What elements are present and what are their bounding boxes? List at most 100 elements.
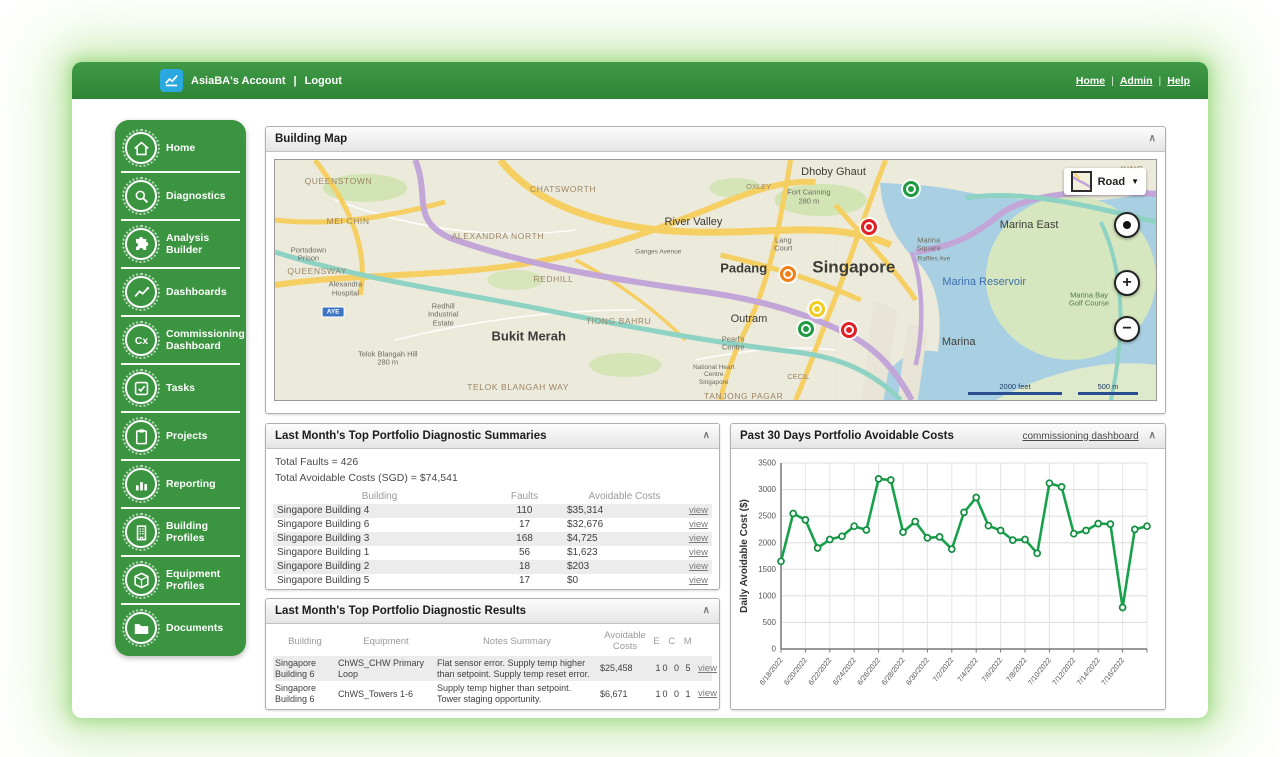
building-map-panel: Building Map	[265, 126, 1166, 414]
home-icon	[121, 128, 161, 168]
svg-text:3000: 3000	[758, 485, 776, 494]
table-row: Singapore Building 2 18 $203 view	[273, 559, 712, 574]
building-cell: Singapore Building 1	[277, 547, 370, 559]
sidebar-item-equipment-profiles[interactable]: Equipment Profiles	[115, 557, 246, 603]
view-link[interactable]: view	[698, 662, 718, 674]
sidebar-item-label: Analysis Builder	[166, 231, 210, 256]
svg-text:6/18/2022: 6/18/2022	[757, 656, 784, 687]
sidebar-item-building-profiles[interactable]: Building Profiles	[115, 509, 246, 555]
view-link[interactable]: view	[698, 688, 718, 700]
sidebar-item-label: Equipment Profiles	[166, 567, 221, 592]
map-marker-red[interactable]	[860, 218, 877, 235]
faults-cell: 18	[518, 561, 531, 573]
locate-button[interactable]	[1114, 212, 1140, 238]
column-header: E C M	[653, 635, 695, 647]
svg-text:500: 500	[763, 618, 777, 627]
green-dot-icon	[803, 325, 810, 332]
zoom-out-button[interactable]: −	[1114, 316, 1140, 342]
avoidable-costs-chart: 0 500 1000 1500 2000 2500 3000 3500 6/18/2022 6/2…	[731, 449, 1165, 709]
sidebar-item-label: Documents	[166, 621, 224, 634]
sidebar-item-home[interactable]: Home	[115, 125, 246, 171]
building-cell: Singapore Building 6	[275, 657, 317, 679]
map-marker-green[interactable]	[798, 320, 815, 337]
collapse-icon[interactable]	[703, 606, 710, 616]
nav-link-home[interactable]: Home	[1075, 74, 1106, 87]
panel-title: Building Map	[275, 133, 348, 145]
view-link[interactable]: view	[688, 505, 708, 517]
nav-link-help[interactable]: Help	[1167, 74, 1190, 87]
svg-text:6/28/2022: 6/28/2022	[879, 656, 906, 687]
sidebar-item-tasks[interactable]: Tasks	[115, 365, 246, 411]
collapse-icon[interactable]	[1149, 134, 1156, 144]
sidebar-item-analysis-builder[interactable]: Analysis Builder	[115, 221, 246, 267]
sidebar: Home Diagnostics Analysis Builder Dashboard…	[115, 120, 246, 656]
svg-text:Cx: Cx	[134, 336, 147, 347]
column-header: Avoidable Costs	[588, 490, 661, 502]
top-header-bar: AsiaBA's Account | Logout Home | Admin | Hel…	[72, 62, 1208, 99]
sidebar-item-reporting[interactable]: Reporting	[115, 461, 246, 507]
collapse-icon[interactable]	[703, 431, 710, 441]
nav-link-admin[interactable]: Admin	[1119, 74, 1153, 87]
sidebar-separator	[121, 315, 240, 317]
costs-cell: $1,623	[567, 547, 598, 559]
sidebar-item-commissioning-dashboard[interactable]: Cx Commissioning Dashboard	[115, 317, 246, 363]
logout-link[interactable]: Logout	[304, 74, 342, 87]
column-header: Faults	[510, 490, 539, 502]
sidebar-item-projects[interactable]: Projects	[115, 413, 246, 459]
avoidable-costs-panel: Past 30 Days Portfolio Avoidable Costs c…	[730, 423, 1166, 710]
svg-text:7/12/2022: 7/12/2022	[1050, 656, 1077, 687]
svg-text:6/24/2022: 6/24/2022	[831, 656, 858, 687]
table-row: Singapore Building 4 110 $35,314 view	[273, 503, 712, 518]
building-cell: Singapore Building 4	[277, 505, 370, 517]
collapse-icon[interactable]	[1149, 431, 1156, 441]
table-row: Singapore Building 6 17 $32,676 view	[273, 518, 712, 532]
sidebar-item-documents[interactable]: Documents	[115, 605, 246, 651]
scale-meters-label: 500 m	[1078, 382, 1138, 395]
notes-cell: Flat sensor error. Supply temp higher th…	[437, 657, 590, 679]
account-link[interactable]: AsiaBA's Account	[191, 74, 286, 87]
table-row: Singapore Building 3 168 $4,725 view	[273, 531, 712, 546]
panel-title: Past 30 Days Portfolio Avoidable Costs	[740, 430, 954, 442]
map-marker-red[interactable]	[841, 321, 858, 338]
diagnostic-summaries-panel: Last Month's Top Portfolio Diagnostic Su…	[265, 423, 720, 590]
map-marker-yellow[interactable]	[808, 301, 825, 318]
sidebar-item-dashboards[interactable]: Dashboards	[115, 269, 246, 315]
map-canvas[interactable]: QUEENSTOWN CHATSWORTH Dhoby Ghaut OXLEY Fort…	[274, 159, 1157, 401]
sidebar-separator	[121, 219, 240, 221]
map-marker-green[interactable]	[903, 181, 920, 198]
commissioning-dashboard-link[interactable]: commissioning dashboard	[1022, 430, 1139, 442]
view-link[interactable]: view	[688, 561, 708, 573]
building-map-panel-header: Building Map	[266, 127, 1165, 152]
zoom-in-button[interactable]: +	[1114, 270, 1140, 296]
table-row: Singapore Building 6 ChWS_CHW Primary Loo…	[273, 655, 717, 682]
diagnostic-results-panel: Last Month's Top Portfolio Diagnostic Re…	[265, 598, 720, 710]
table-header-row: Building Equipment Notes Summary Avoidable …	[273, 627, 712, 656]
sidebar-item-label: Commissioning Dashboard	[166, 327, 245, 352]
sidebar-item-diagnostics[interactable]: Diagnostics	[115, 173, 246, 219]
sidebar-separator	[121, 171, 240, 173]
view-link[interactable]: view	[688, 533, 708, 545]
total-avoidable-costs: Total Avoidable Costs (SGD) = $74,541	[275, 472, 458, 485]
app-window: AsiaBA's Account | Logout Home | Admin | Hel…	[72, 62, 1208, 718]
diagnostic-results-header: Last Month's Top Portfolio Diagnostic Re…	[266, 599, 719, 624]
view-link[interactable]: view	[688, 547, 708, 559]
column-header: Avoidable Costs	[604, 630, 646, 653]
sidebar-separator	[121, 603, 240, 605]
sidebar-separator	[121, 363, 240, 365]
green-dot-icon	[908, 186, 915, 193]
faults-cell: 56	[518, 547, 531, 559]
app-logo-icon	[160, 69, 183, 92]
reporting-icon	[121, 464, 161, 504]
table-row: Singapore Building 6 ChWS_Towers 1-6 Suppl…	[273, 681, 717, 707]
view-link[interactable]: view	[688, 575, 708, 587]
building-profiles-icon	[121, 512, 161, 552]
view-link[interactable]: view	[688, 519, 708, 531]
map-style-selector[interactable]: Road	[1063, 168, 1146, 195]
svg-text:2500: 2500	[758, 512, 776, 521]
map-marker-orange[interactable]	[779, 266, 796, 282]
svg-text:7/10/2022: 7/10/2022	[1026, 656, 1053, 687]
nav-separator: |	[1158, 74, 1162, 87]
analysis-builder-icon	[121, 224, 161, 264]
svg-text:7/8/2022: 7/8/2022	[1004, 656, 1029, 684]
svg-text:6/30/2022: 6/30/2022	[904, 656, 931, 687]
